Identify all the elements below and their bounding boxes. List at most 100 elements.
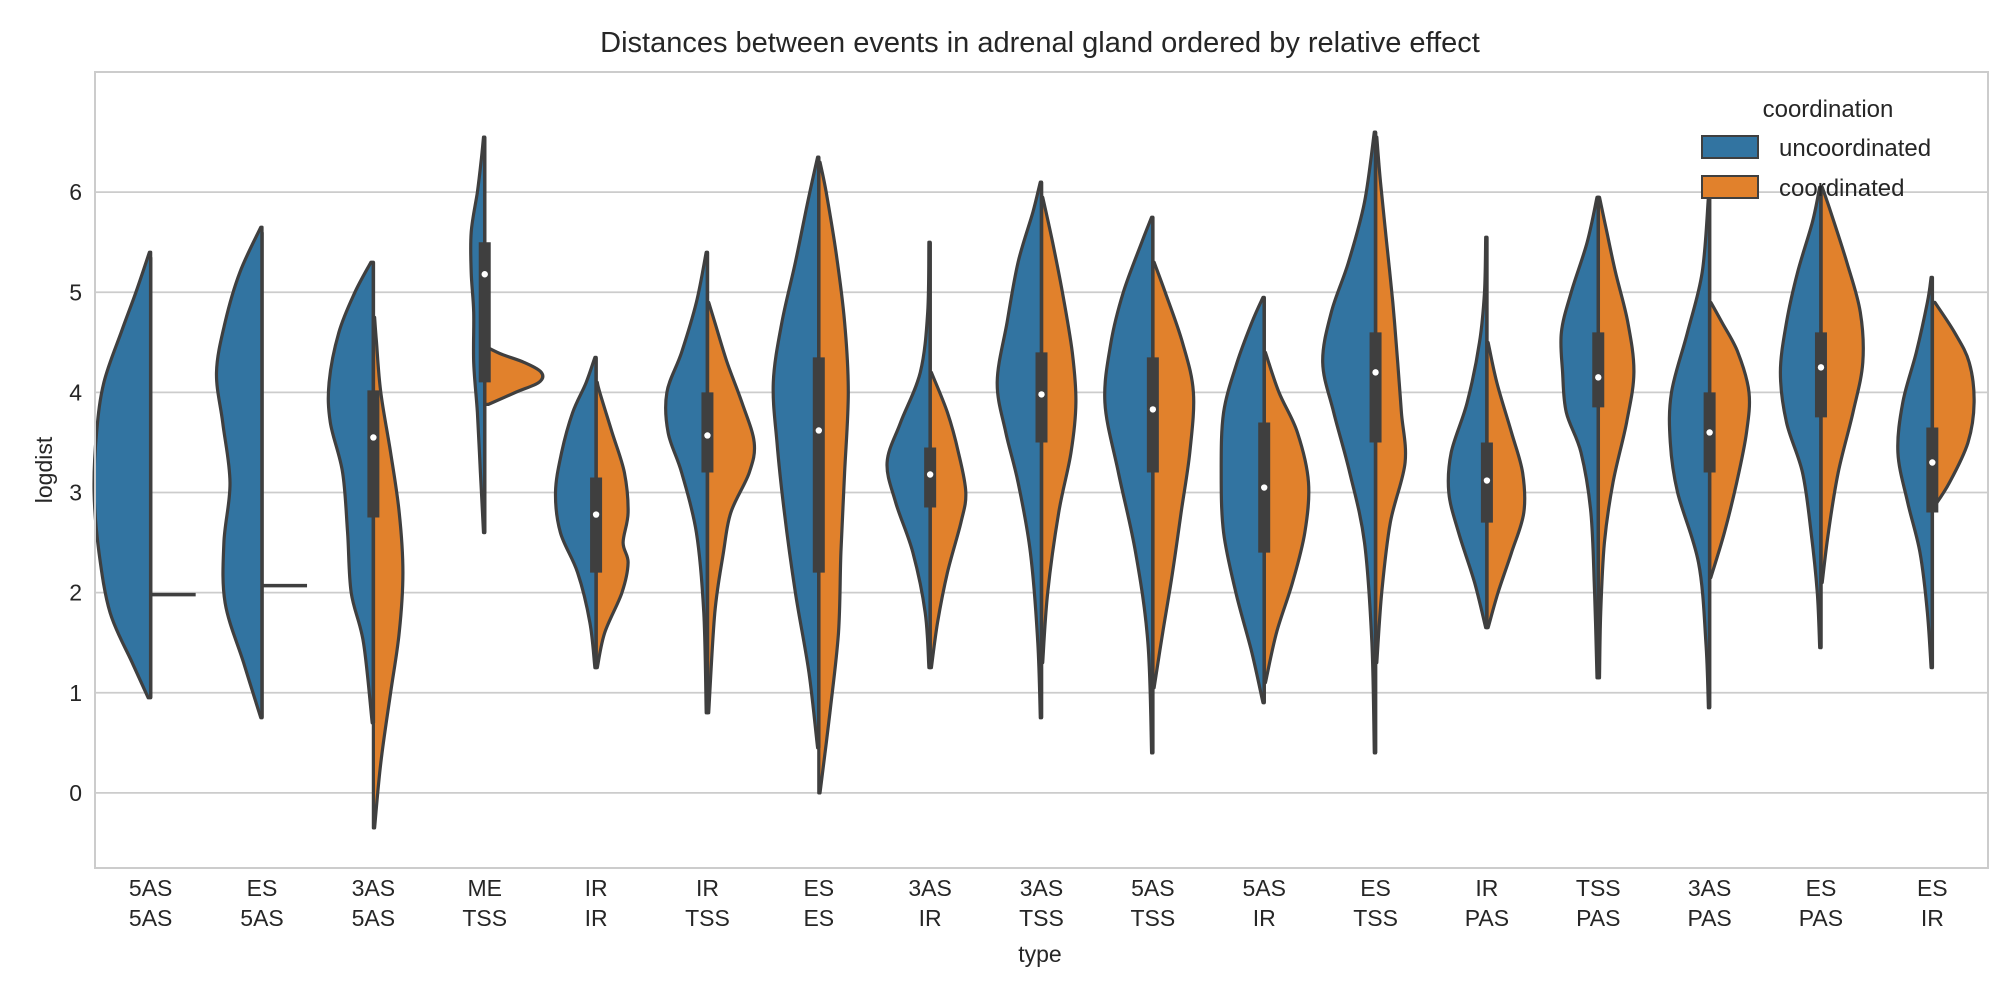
x-tick-label-line2: TSS	[1130, 905, 1175, 931]
violin-right-half	[1373, 135, 1408, 665]
violin-right-half	[483, 345, 545, 406]
x-tick-label-line1: 5AS	[1242, 875, 1285, 901]
y-axis-label: logdist	[31, 436, 57, 503]
x-tick-label-line2: TSS	[1019, 905, 1064, 931]
violin-right-half	[1930, 300, 1976, 510]
violin-left-half	[553, 355, 598, 670]
x-tick-label-line2: IR	[585, 905, 608, 931]
plot-frame	[94, 71, 1989, 869]
legend: coordination uncoordinated coordinated	[1701, 96, 1931, 202]
violin-right-half	[371, 315, 405, 830]
median-point	[481, 271, 488, 278]
y-tick-label: 5	[69, 279, 82, 305]
violin-left-half	[1667, 195, 1712, 710]
x-tick-label-line2: TSS	[685, 905, 730, 931]
legend-label-coordinated: coordinated	[1779, 175, 1904, 202]
x-axis-label: type	[1018, 941, 1061, 967]
median-point	[926, 471, 934, 478]
violin-left-half	[92, 250, 153, 700]
chart-title: Distances between events in adrenal glan…	[600, 27, 1480, 59]
violin-right-half	[1819, 185, 1865, 585]
median-point	[1595, 374, 1602, 381]
median-point	[1149, 406, 1157, 413]
median-point	[1372, 369, 1379, 376]
violin-left-half	[1446, 235, 1489, 630]
violin-right-half	[817, 160, 850, 795]
x-tick-label-line1: ES	[803, 875, 834, 901]
legend-swatch-uncoordinated	[1701, 135, 1759, 159]
violin-left-half	[469, 135, 487, 535]
violin-left-half	[1321, 130, 1378, 755]
x-tick-label-line1: TSS	[1576, 875, 1621, 901]
legend-swatch-coordinated	[1701, 175, 1759, 199]
median-point	[1038, 391, 1045, 398]
y-tick-label: 1	[69, 680, 82, 706]
median-point	[592, 511, 600, 518]
median-point	[1483, 477, 1491, 484]
violin-right-half	[928, 370, 968, 670]
x-tick-label-line2: 5AS	[352, 905, 395, 931]
x-tick-label-line1: IR	[585, 875, 608, 901]
x-tick-label-line2: 5AS	[129, 905, 172, 931]
x-tick-label-line2: TSS	[462, 905, 507, 931]
violin-left-half	[995, 180, 1044, 720]
legend-label-uncoordinated: uncoordinated	[1779, 135, 1931, 162]
median-point	[1261, 484, 1268, 491]
x-tick-label-line1: IR	[696, 875, 719, 901]
x-tick-label-line1: ME	[467, 875, 502, 901]
violin-left-half	[326, 260, 375, 725]
violin-left-half	[1103, 215, 1155, 755]
median-point	[370, 434, 377, 441]
violin-right-half	[1262, 350, 1311, 685]
y-tick-label: 2	[69, 580, 82, 606]
x-tick-label-line1: IR	[1475, 875, 1498, 901]
violin-left-half	[1559, 195, 1600, 680]
x-tick-label-line2: IR	[1253, 905, 1276, 931]
violin-left-half	[664, 250, 710, 715]
violin-left-half	[885, 240, 932, 670]
x-tick-label-line1: ES	[1806, 875, 1837, 901]
median-point	[1706, 429, 1713, 436]
y-tick-label: 4	[69, 379, 82, 405]
x-tick-label-line1: ES	[1360, 875, 1391, 901]
median-point	[815, 427, 822, 434]
x-tick-label-line2: ES	[803, 905, 834, 931]
violin-left-half	[1896, 275, 1934, 670]
y-tick-label: 6	[69, 179, 82, 205]
violin-left-half	[214, 225, 264, 720]
median-point	[704, 432, 711, 439]
x-tick-labels: 5AS 5AS ES 5AS 3AS 5AS ME TSS IR IR IR TSS ES ES 3AS IR…	[129, 875, 1948, 931]
x-tick-label-line2: PAS	[1687, 905, 1731, 931]
median-point	[1817, 364, 1825, 371]
x-tick-label-line2: 5AS	[240, 905, 283, 931]
x-tick-label-line2: IR	[919, 905, 942, 931]
x-tick-label-line1: 5AS	[1131, 875, 1174, 901]
y-tick-labels: 0 1 2 3 4 5 6	[69, 179, 82, 806]
violin-left-half	[1778, 185, 1823, 650]
x-tick-label-line2: TSS	[1353, 905, 1398, 931]
y-tick-label: 0	[69, 780, 82, 806]
x-tick-label-line1: 3AS	[1688, 875, 1731, 901]
x-tick-label-line2: PAS	[1465, 905, 1509, 931]
x-tick-label-line1: ES	[1917, 875, 1948, 901]
violin-right-half	[1708, 300, 1752, 580]
x-tick-label-line1: 3AS	[908, 875, 951, 901]
violin-right-half	[1485, 340, 1527, 630]
y-tick-label: 3	[69, 480, 82, 506]
x-tick-label-line1: ES	[247, 875, 278, 901]
violin-right-half	[1596, 195, 1636, 680]
median-point	[1929, 459, 1936, 466]
violin-right-half	[594, 380, 630, 670]
legend-title: coordination	[1763, 96, 1894, 123]
x-tick-label-line1: 5AS	[129, 875, 172, 901]
x-tick-label-line1: 3AS	[352, 875, 395, 901]
violin-right-half	[1151, 260, 1196, 690]
x-tick-label-line2: IR	[1921, 905, 1944, 931]
violins	[92, 130, 1976, 830]
violin-left-half	[771, 155, 821, 750]
x-tick-label-line2: PAS	[1799, 905, 1843, 931]
x-tick-label-line1: 3AS	[1020, 875, 1063, 901]
violin-right-half	[1039, 195, 1078, 665]
violin-left-half	[1219, 295, 1266, 705]
